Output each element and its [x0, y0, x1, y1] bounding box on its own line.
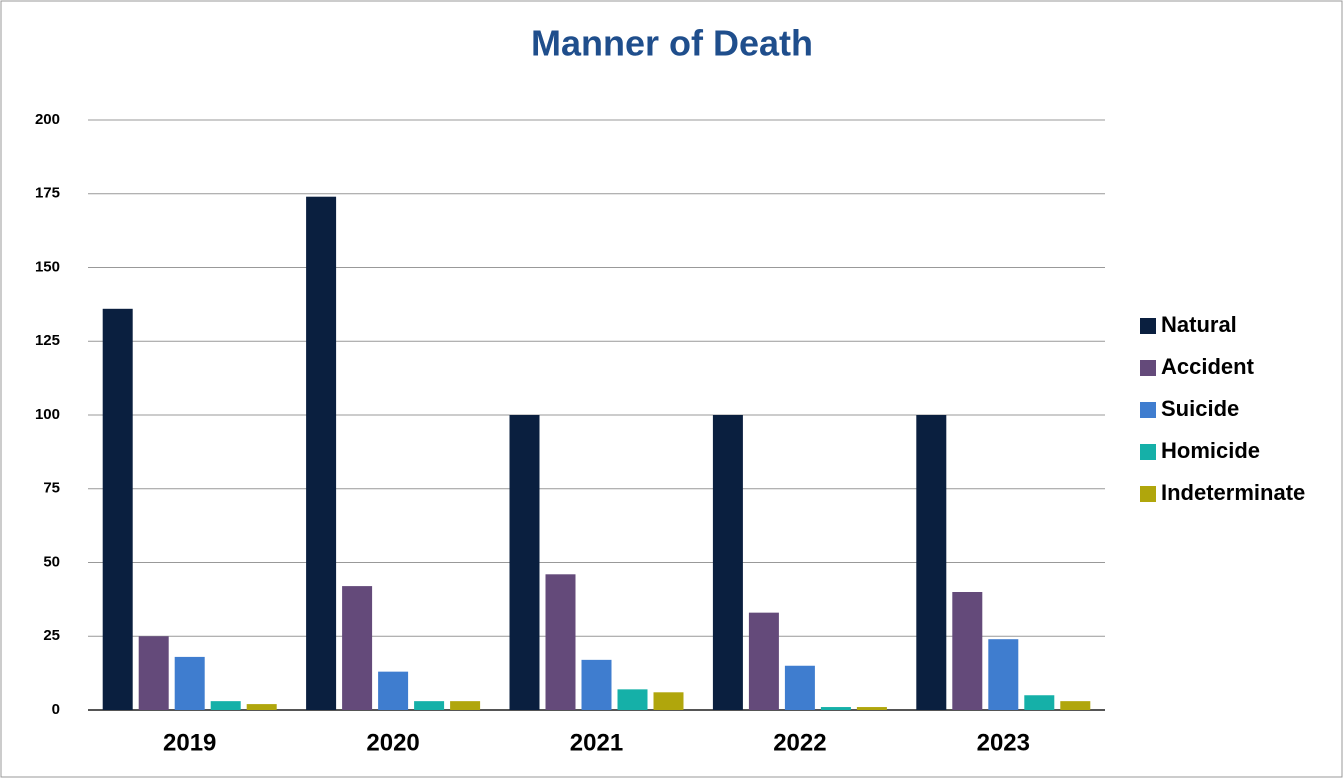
bar: [988, 639, 1019, 710]
bar: [174, 656, 205, 710]
legend-label: Indeterminate: [1161, 480, 1305, 505]
x-tick-label: 2023: [977, 729, 1030, 756]
bar: [246, 704, 277, 710]
y-tick-label: 175: [35, 185, 60, 202]
bar: [210, 701, 241, 710]
legend-swatch: [1140, 486, 1156, 502]
bar: [784, 665, 815, 710]
bar: [138, 636, 169, 710]
legend-swatch: [1140, 402, 1156, 418]
bar: [581, 659, 612, 710]
bar: [617, 689, 648, 710]
bar: [952, 592, 983, 710]
legend-label: Accident: [1161, 354, 1255, 379]
bar: [450, 701, 481, 710]
legend-label: Natural: [1161, 312, 1237, 337]
legend-swatch: [1140, 318, 1156, 334]
bar: [342, 586, 373, 710]
bar: [102, 308, 133, 710]
y-tick-label: 125: [35, 332, 60, 349]
bar: [545, 574, 576, 710]
legend-swatch: [1140, 444, 1156, 460]
x-tick-label: 2019: [163, 729, 216, 756]
bar: [414, 701, 445, 710]
bar: [653, 692, 684, 710]
y-tick-label: 0: [52, 701, 60, 718]
bar: [1060, 701, 1091, 710]
y-tick-label: 50: [43, 553, 60, 570]
legend-swatch: [1140, 360, 1156, 376]
y-tick-label: 25: [43, 627, 60, 644]
y-tick-label: 200: [35, 111, 60, 128]
bar: [916, 415, 947, 710]
bar: [378, 671, 409, 710]
chart-title: Manner of Death: [531, 23, 813, 64]
bar: [509, 415, 540, 710]
y-tick-label: 100: [35, 406, 60, 423]
bar: [748, 612, 779, 710]
bar: [712, 415, 743, 710]
y-tick-label: 150: [35, 258, 60, 275]
x-tick-label: 2020: [366, 729, 419, 756]
bar: [856, 707, 887, 710]
x-tick-label: 2021: [570, 729, 623, 756]
bar: [306, 196, 337, 710]
bar: [1024, 695, 1055, 710]
legend-label: Homicide: [1161, 438, 1260, 463]
legend-label: Suicide: [1161, 396, 1239, 421]
bar: [820, 707, 851, 710]
x-tick-label: 2022: [773, 729, 826, 756]
y-tick-label: 75: [43, 480, 60, 497]
